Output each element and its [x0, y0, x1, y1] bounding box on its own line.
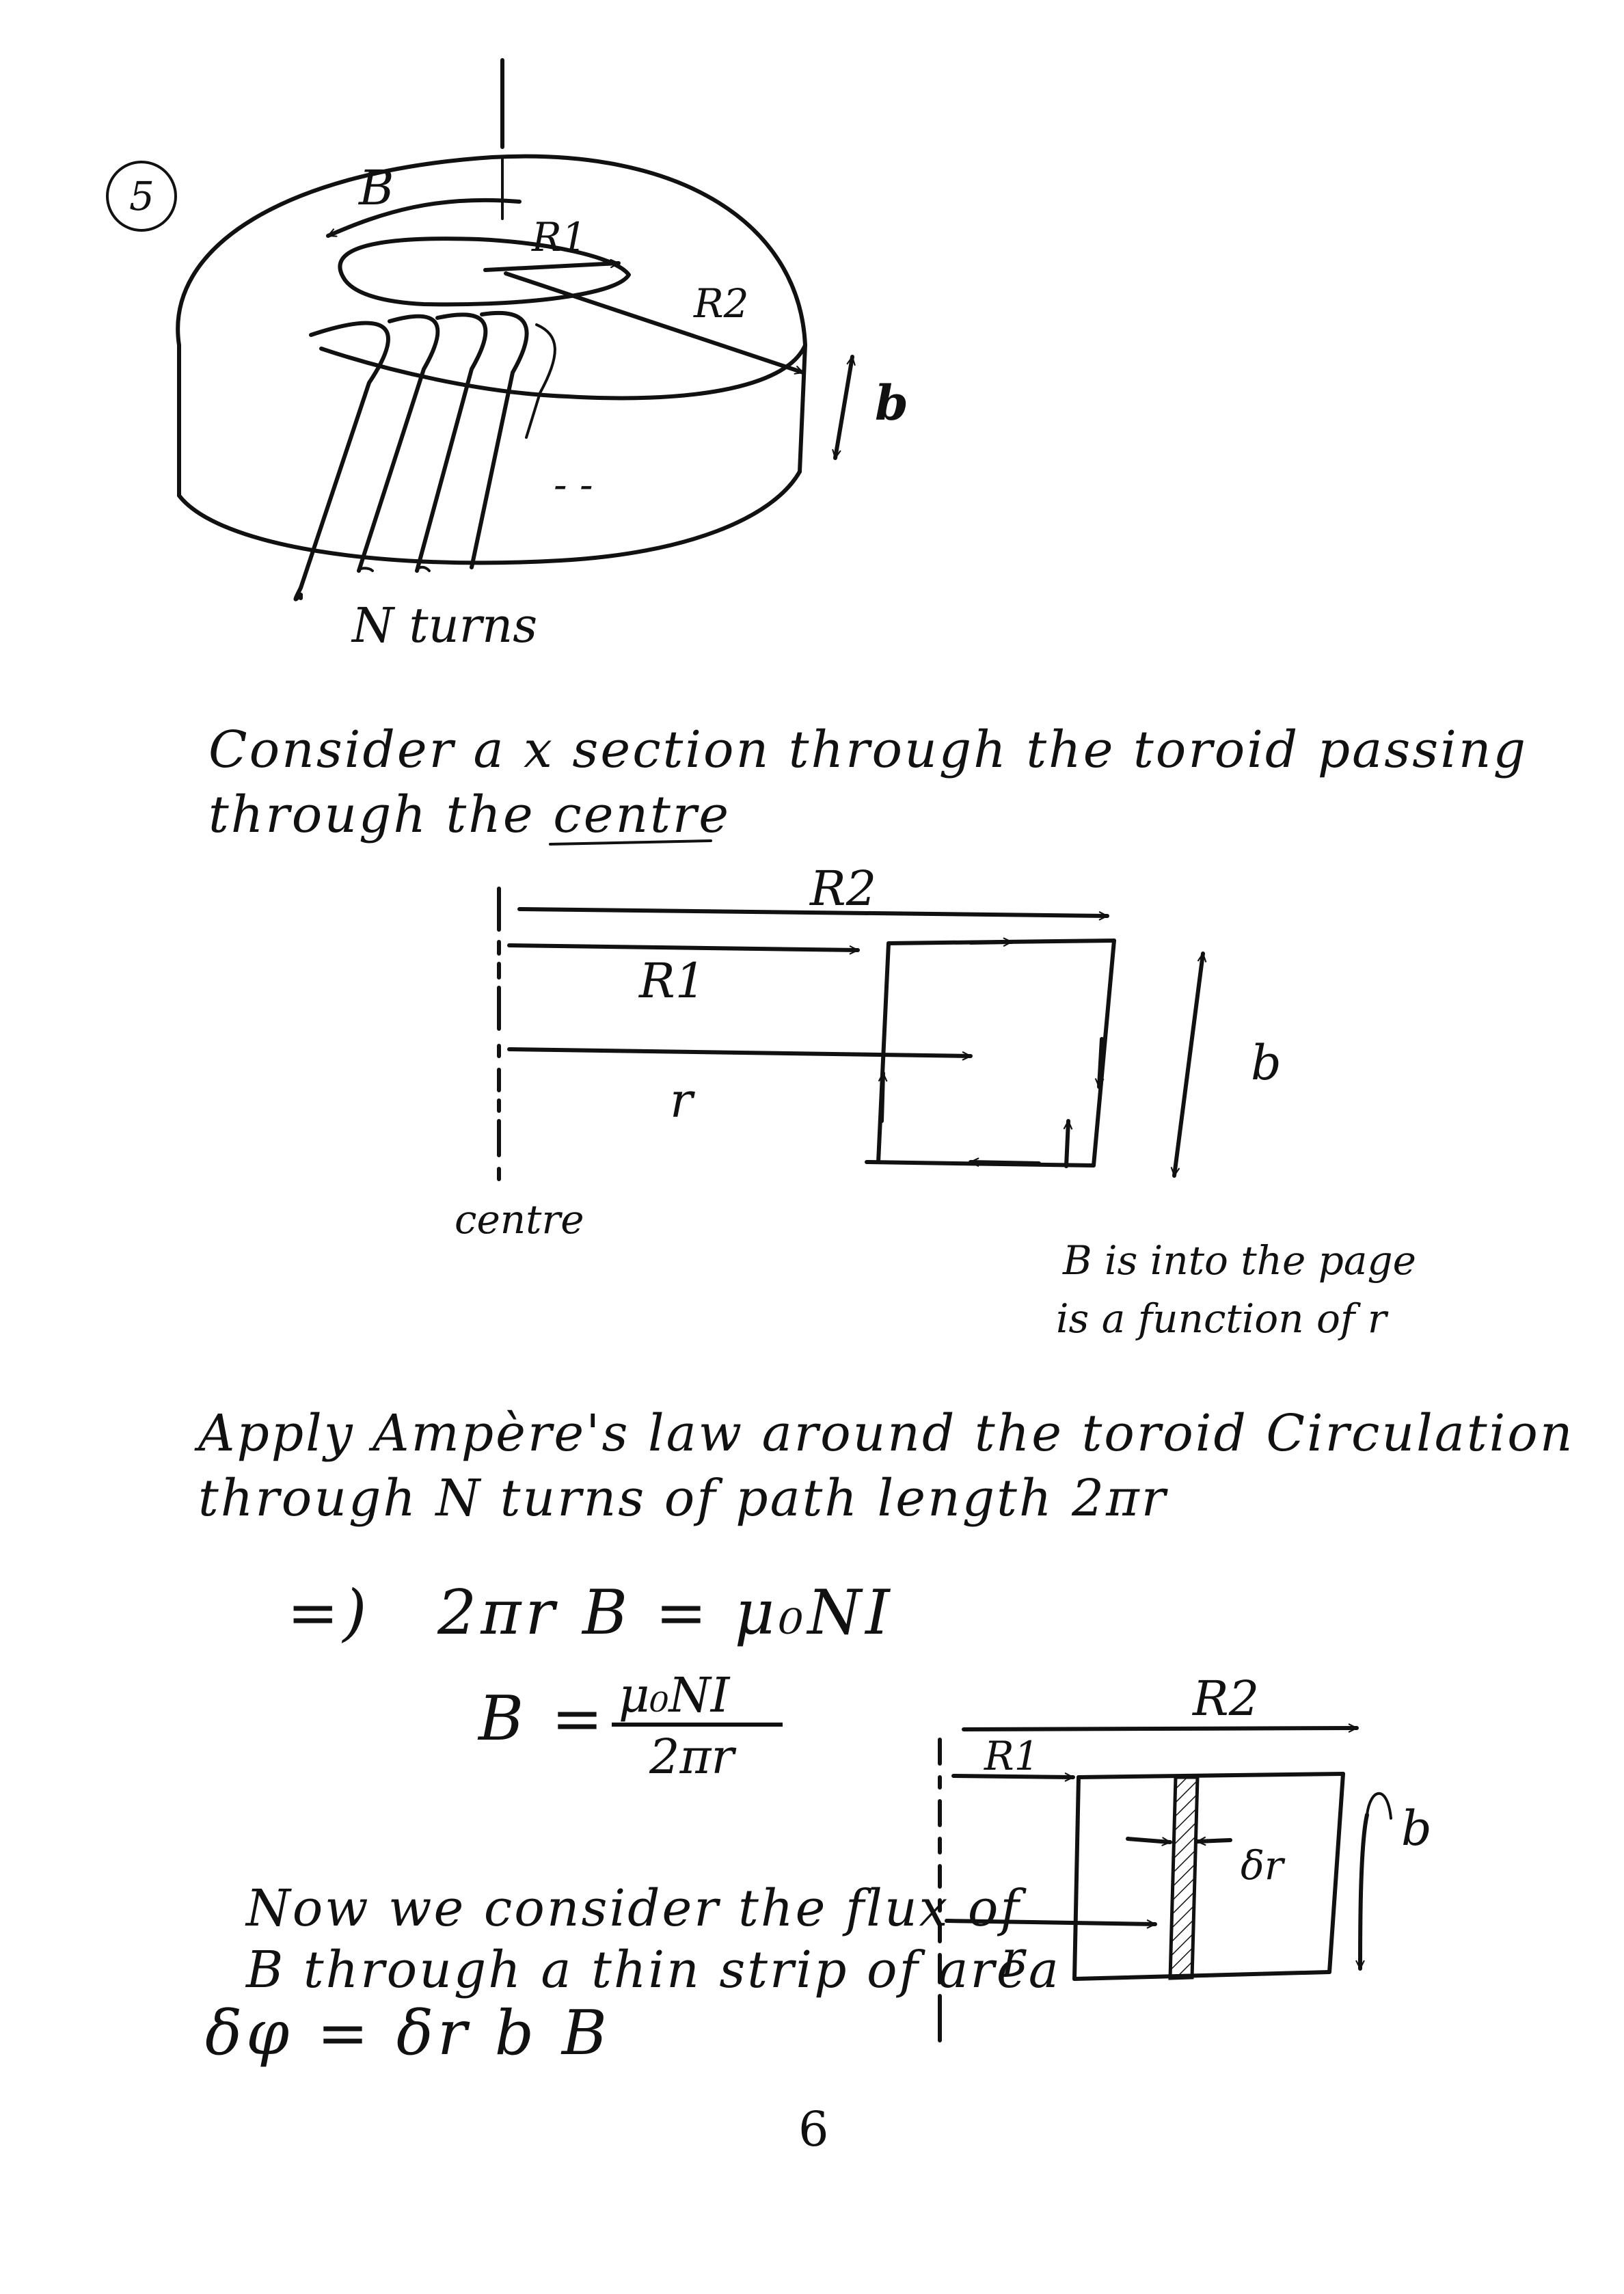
torus-height-label: b: [875, 375, 908, 431]
cs-r2-label: R2: [810, 861, 877, 917]
implies-symbol: =): [287, 1577, 371, 1649]
cs-note-line-2: is a function of r: [1056, 1295, 1387, 1342]
flux-line-2: B through a thin strip of area: [246, 1941, 1061, 1999]
strip-b-label: b: [1401, 1800, 1432, 1857]
turns-label: N turns: [352, 597, 538, 653]
ampere-line-2: through N turns of path length 2πr: [198, 1469, 1168, 1528]
cs-r-label: r: [670, 1072, 693, 1129]
strip-r2-label: R2: [1193, 1671, 1260, 1727]
ampere-line-1: Apply Ampère's law around the toroid Cir…: [198, 1404, 1575, 1463]
cs-centre-label: centre: [455, 1196, 584, 1243]
intro-line-1: Consider a x section through the toroid …: [208, 720, 1528, 779]
equation-b-lhs: B =: [478, 1683, 608, 1755]
cross-section-figure: [497, 887, 1207, 1181]
flux-line-1: Now we consider the flux of: [246, 1879, 1021, 1938]
torus-field-label: B: [359, 160, 394, 216]
cs-note-line-1: B is into the page: [1063, 1237, 1416, 1284]
torus-ellipsis: - -: [554, 461, 593, 508]
intro-line-2: through the centre: [208, 785, 731, 844]
question-circle: [106, 161, 177, 232]
question-number: 5: [129, 173, 154, 219]
cs-b-label: b: [1251, 1035, 1282, 1091]
equation-b-fraction-bar: [612, 1723, 783, 1727]
torus-figure: [176, 58, 856, 602]
equation-ampere: 2πr B = μ₀NI: [437, 1577, 894, 1649]
cs-r1-label: R1: [639, 953, 706, 1009]
strip-r1-label: R1: [984, 1733, 1040, 1779]
torus-r1-label: R1: [532, 214, 587, 260]
strip-dr-label: δr: [1241, 1842, 1284, 1889]
strip-figure: [938, 1723, 1392, 2042]
equation-b-denominator: 2πr: [649, 1729, 735, 1785]
torus-r2-label: R2: [694, 280, 749, 327]
page-number: 6: [798, 2101, 829, 2157]
equation-b-numerator: μ₀NI: [619, 1667, 730, 1723]
flux-line-3: δφ = δr b B: [205, 1997, 612, 2069]
strip-r-label: r: [1001, 1930, 1025, 1986]
